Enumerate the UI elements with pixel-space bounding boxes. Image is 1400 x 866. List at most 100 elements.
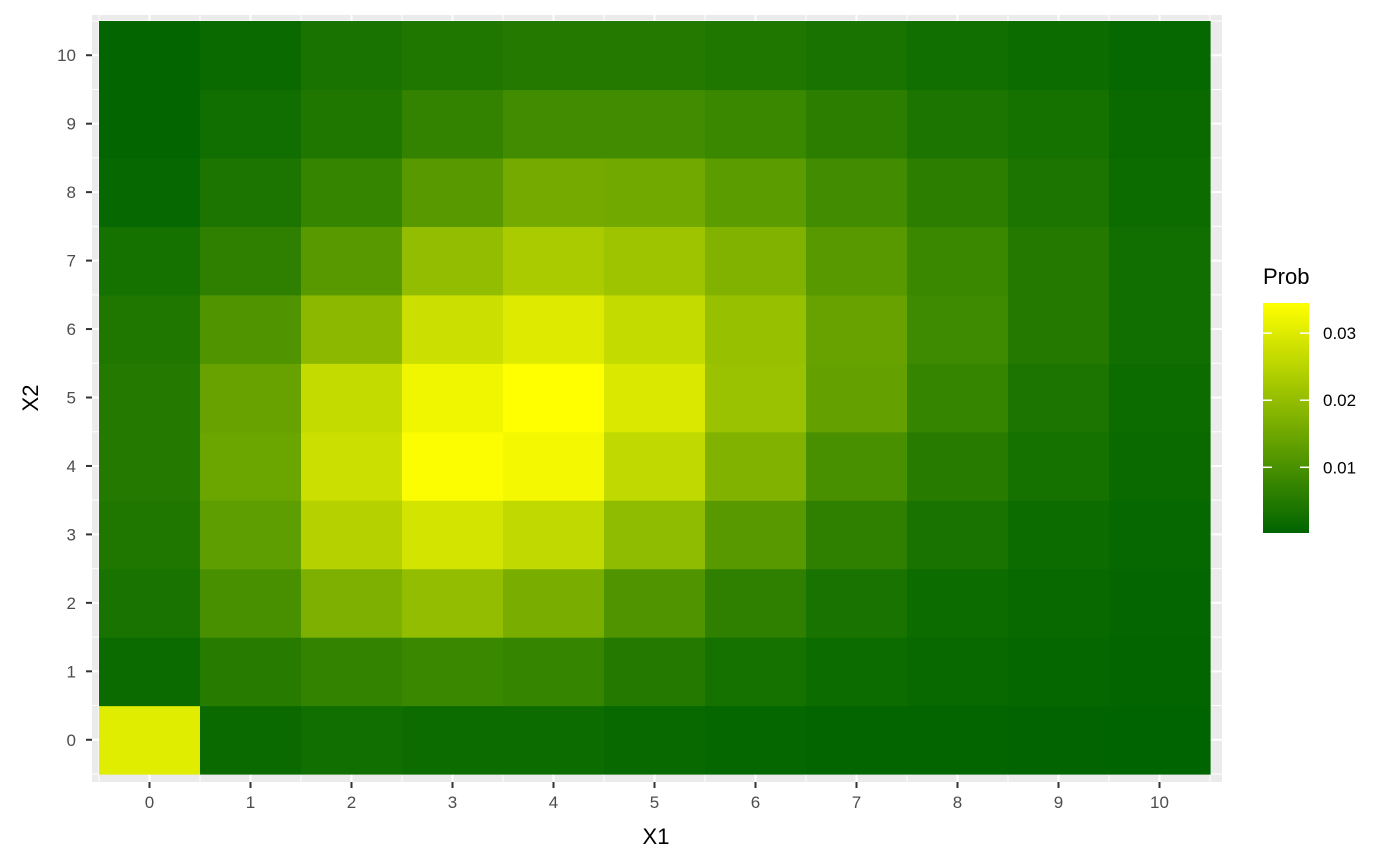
heatmap-tile-x7-y2 — [806, 568, 908, 638]
y-tick-label: 4 — [67, 457, 76, 476]
heatmap-tile-x3-y6 — [402, 294, 504, 364]
heatmap-tile-x0-y3 — [99, 500, 201, 570]
heatmap-tile-x6-y4 — [705, 431, 807, 501]
heatmap-tile-x1-y8 — [200, 157, 302, 227]
heatmap-tile-x10-y10 — [1109, 21, 1211, 91]
heatmap-tile-x0-y6 — [99, 294, 201, 364]
heatmap-tile-x8-y2 — [907, 568, 1009, 638]
x-tick-label: 5 — [650, 793, 659, 812]
heatmap-tile-x0-y10 — [99, 21, 201, 91]
heatmap-tile-x3-y9 — [402, 89, 504, 159]
legend-tick-label: 0.03 — [1323, 324, 1356, 343]
heatmap-tile-x6-y8 — [705, 157, 807, 227]
heatmap-tile-x0-y0 — [99, 705, 201, 775]
y-tick-label: 6 — [67, 320, 76, 339]
legend: Prob 0.01 0.02 0.03 — [1263, 264, 1356, 533]
heatmap-tile-x6-y5 — [705, 363, 807, 433]
x-tick-label: 6 — [751, 793, 760, 812]
heatmap-tile-x8-y8 — [907, 157, 1009, 227]
heatmap-tile-x4-y10 — [503, 21, 605, 91]
heatmap-tile-x3-y1 — [402, 637, 504, 707]
heatmap-tile-x9-y0 — [1008, 705, 1110, 775]
heatmap-tile-x5-y3 — [604, 500, 706, 570]
heatmap-tiles — [99, 21, 1211, 775]
heatmap-tile-x3-y3 — [402, 500, 504, 570]
heatmap-tile-x1-y2 — [200, 568, 302, 638]
heatmap-tile-x2-y5 — [301, 363, 403, 433]
y-tick-label: 7 — [67, 252, 76, 271]
heatmap-tile-x6-y10 — [705, 21, 807, 91]
heatmap-tile-x2-y7 — [301, 226, 403, 296]
x-axis-title: X1 — [643, 824, 670, 849]
heatmap-tile-x1-y9 — [200, 89, 302, 159]
y-tick-label: 2 — [67, 594, 76, 613]
heatmap-tile-x8-y5 — [907, 363, 1009, 433]
heatmap-tile-x3-y10 — [402, 21, 504, 91]
heatmap-tile-x6-y1 — [705, 637, 807, 707]
heatmap-tile-x1-y5 — [200, 363, 302, 433]
heatmap-tile-x10-y5 — [1109, 363, 1211, 433]
y-tick-label: 8 — [67, 183, 76, 202]
heatmap-tile-x7-y0 — [806, 705, 908, 775]
heatmap-tile-x10-y0 — [1109, 705, 1211, 775]
heatmap-tile-x5-y9 — [604, 89, 706, 159]
x-tick-label: 3 — [448, 793, 457, 812]
heatmap-tile-x0-y1 — [99, 637, 201, 707]
legend-ticks: 0.01 0.02 0.03 — [1263, 324, 1356, 477]
heatmap-tile-x2-y4 — [301, 431, 403, 501]
heatmap-tile-x7-y10 — [806, 21, 908, 91]
y-tick-label: 9 — [67, 115, 76, 134]
heatmap-tile-x8-y7 — [907, 226, 1009, 296]
heatmap-tile-x0-y5 — [99, 363, 201, 433]
y-axis-title: X2 — [18, 385, 43, 412]
heatmap-tile-x3-y5 — [402, 363, 504, 433]
heatmap-tile-x4-y8 — [503, 157, 605, 227]
x-tick-label: 0 — [145, 793, 154, 812]
heatmap-tile-x9-y6 — [1008, 294, 1110, 364]
x-tick-label: 9 — [1054, 793, 1063, 812]
heatmap-tile-x2-y2 — [301, 568, 403, 638]
heatmap-tile-x4-y6 — [503, 294, 605, 364]
heatmap-tile-x4-y7 — [503, 226, 605, 296]
heatmap-tile-x5-y10 — [604, 21, 706, 91]
heatmap-tile-x9-y7 — [1008, 226, 1110, 296]
heatmap-tile-x2-y6 — [301, 294, 403, 364]
heatmap-tile-x5-y6 — [604, 294, 706, 364]
heatmap-tile-x10-y3 — [1109, 500, 1211, 570]
heatmap-tile-x1-y1 — [200, 637, 302, 707]
heatmap-tile-x7-y4 — [806, 431, 908, 501]
y-tick-label: 5 — [67, 389, 76, 408]
x-axis: 0 1 2 3 4 5 6 7 8 9 10 — [145, 782, 1169, 812]
heatmap-tile-x2-y1 — [301, 637, 403, 707]
x-tick-label: 1 — [246, 793, 255, 812]
heatmap-tile-x4-y5 — [503, 363, 605, 433]
heatmap-tile-x5-y1 — [604, 637, 706, 707]
heatmap-tile-x9-y2 — [1008, 568, 1110, 638]
heatmap-tile-x9-y1 — [1008, 637, 1110, 707]
heatmap-tile-x4-y9 — [503, 89, 605, 159]
heatmap-tile-x8-y6 — [907, 294, 1009, 364]
heatmap-tile-x9-y9 — [1008, 89, 1110, 159]
legend-tick-label: 0.02 — [1323, 391, 1356, 410]
heatmap-tile-x7-y3 — [806, 500, 908, 570]
heatmap-tile-x10-y4 — [1109, 431, 1211, 501]
y-tick-label: 3 — [67, 525, 76, 544]
heatmap-tile-x4-y3 — [503, 500, 605, 570]
heatmap-tile-x6-y2 — [705, 568, 807, 638]
heatmap-tile-x9-y3 — [1008, 500, 1110, 570]
heatmap-tile-x8-y0 — [907, 705, 1009, 775]
heatmap-tile-x5-y8 — [604, 157, 706, 227]
heatmap-tile-x0-y8 — [99, 157, 201, 227]
heatmap-tile-x5-y2 — [604, 568, 706, 638]
heatmap-tile-x1-y6 — [200, 294, 302, 364]
heatmap-tile-x0-y7 — [99, 226, 201, 296]
x-tick-label: 4 — [549, 793, 558, 812]
heatmap-tile-x1-y3 — [200, 500, 302, 570]
heatmap-tile-x9-y8 — [1008, 157, 1110, 227]
heatmap-tile-x7-y5 — [806, 363, 908, 433]
heatmap-tile-x8-y9 — [907, 89, 1009, 159]
heatmap-tile-x8-y1 — [907, 637, 1009, 707]
heatmap-tile-x4-y0 — [503, 705, 605, 775]
heatmap-tile-x0-y2 — [99, 568, 201, 638]
